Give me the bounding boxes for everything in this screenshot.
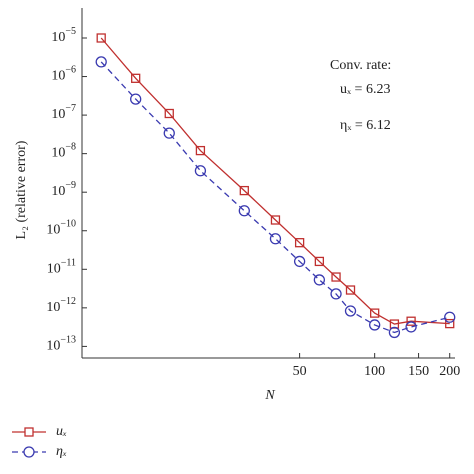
marker [406,316,416,326]
series-line [100,37,450,325]
y-tick-exponent: −6 [65,65,76,76]
marker [95,56,107,68]
marker [270,215,281,225]
annotation: Conv. rate: [330,58,391,73]
y-tick-label: 10−5 [51,26,76,45]
y-tick-base: 10 [51,146,65,161]
y-tick-label: 10−10 [46,219,76,238]
y-tick-label: 10−11 [47,258,76,277]
marker [293,255,306,268]
marker [370,308,380,318]
marker [238,205,250,217]
y-tick-base: 10 [51,30,65,45]
y-tick-label: 10−9 [51,180,76,199]
marker [194,165,207,177]
y-tick-base: 10 [51,184,65,199]
y-tick-label: 10−7 [51,103,76,122]
x-tick-label: 150 [408,364,429,379]
marker [294,238,305,248]
marker [445,318,455,329]
y-tick-base: 10 [51,69,65,84]
y-tick-label: 10−6 [51,65,76,84]
y-tick-exponent: −12 [60,296,76,307]
legend-marker [24,427,34,437]
y-tick-exponent: −9 [65,180,76,191]
x-tick-label: 100 [364,364,385,379]
y-tick-base: 10 [46,339,60,354]
legend-label: uₓ [56,424,67,439]
marker [131,73,141,83]
y-tick-exponent: −5 [65,26,76,37]
marker [313,274,326,286]
marker [369,319,381,331]
marker [405,321,417,333]
marker [239,185,249,196]
y-tick-label: 10−13 [46,335,76,354]
y-tick-base: 10 [47,262,61,277]
legend-marker [23,446,35,458]
marker [444,311,456,323]
x-tick-label: 50 [293,364,307,379]
y-tick-exponent: −13 [60,335,76,346]
marker [163,127,175,139]
legend-label: ηₓ [56,444,67,459]
marker [345,285,356,295]
x-tick-label: 200 [439,364,460,379]
y-axis-label: L₂ (relative error) [14,140,29,239]
y-tick-label: 10−8 [51,142,76,161]
marker [331,272,341,282]
y-tick-exponent: −7 [65,103,76,114]
marker [164,108,174,119]
marker [96,33,106,43]
y-tick-exponent: −8 [65,142,76,153]
annotation: uₓ = 6.23 [340,82,390,97]
marker [314,256,325,267]
y-tick-base: 10 [46,223,60,238]
marker [195,145,206,156]
x-axis-label: N [264,388,275,403]
series-line [100,61,450,334]
marker [388,326,401,339]
y-tick-exponent: −11 [61,258,76,269]
marker [344,305,357,317]
marker [269,233,282,245]
marker [330,288,342,300]
annotation: ηₓ = 6.12 [340,118,391,133]
y-tick-base: 10 [51,107,65,122]
marker [130,93,142,105]
y-tick-label: 10−12 [46,296,76,315]
y-tick-exponent: −10 [60,219,76,230]
y-tick-base: 10 [46,300,60,315]
